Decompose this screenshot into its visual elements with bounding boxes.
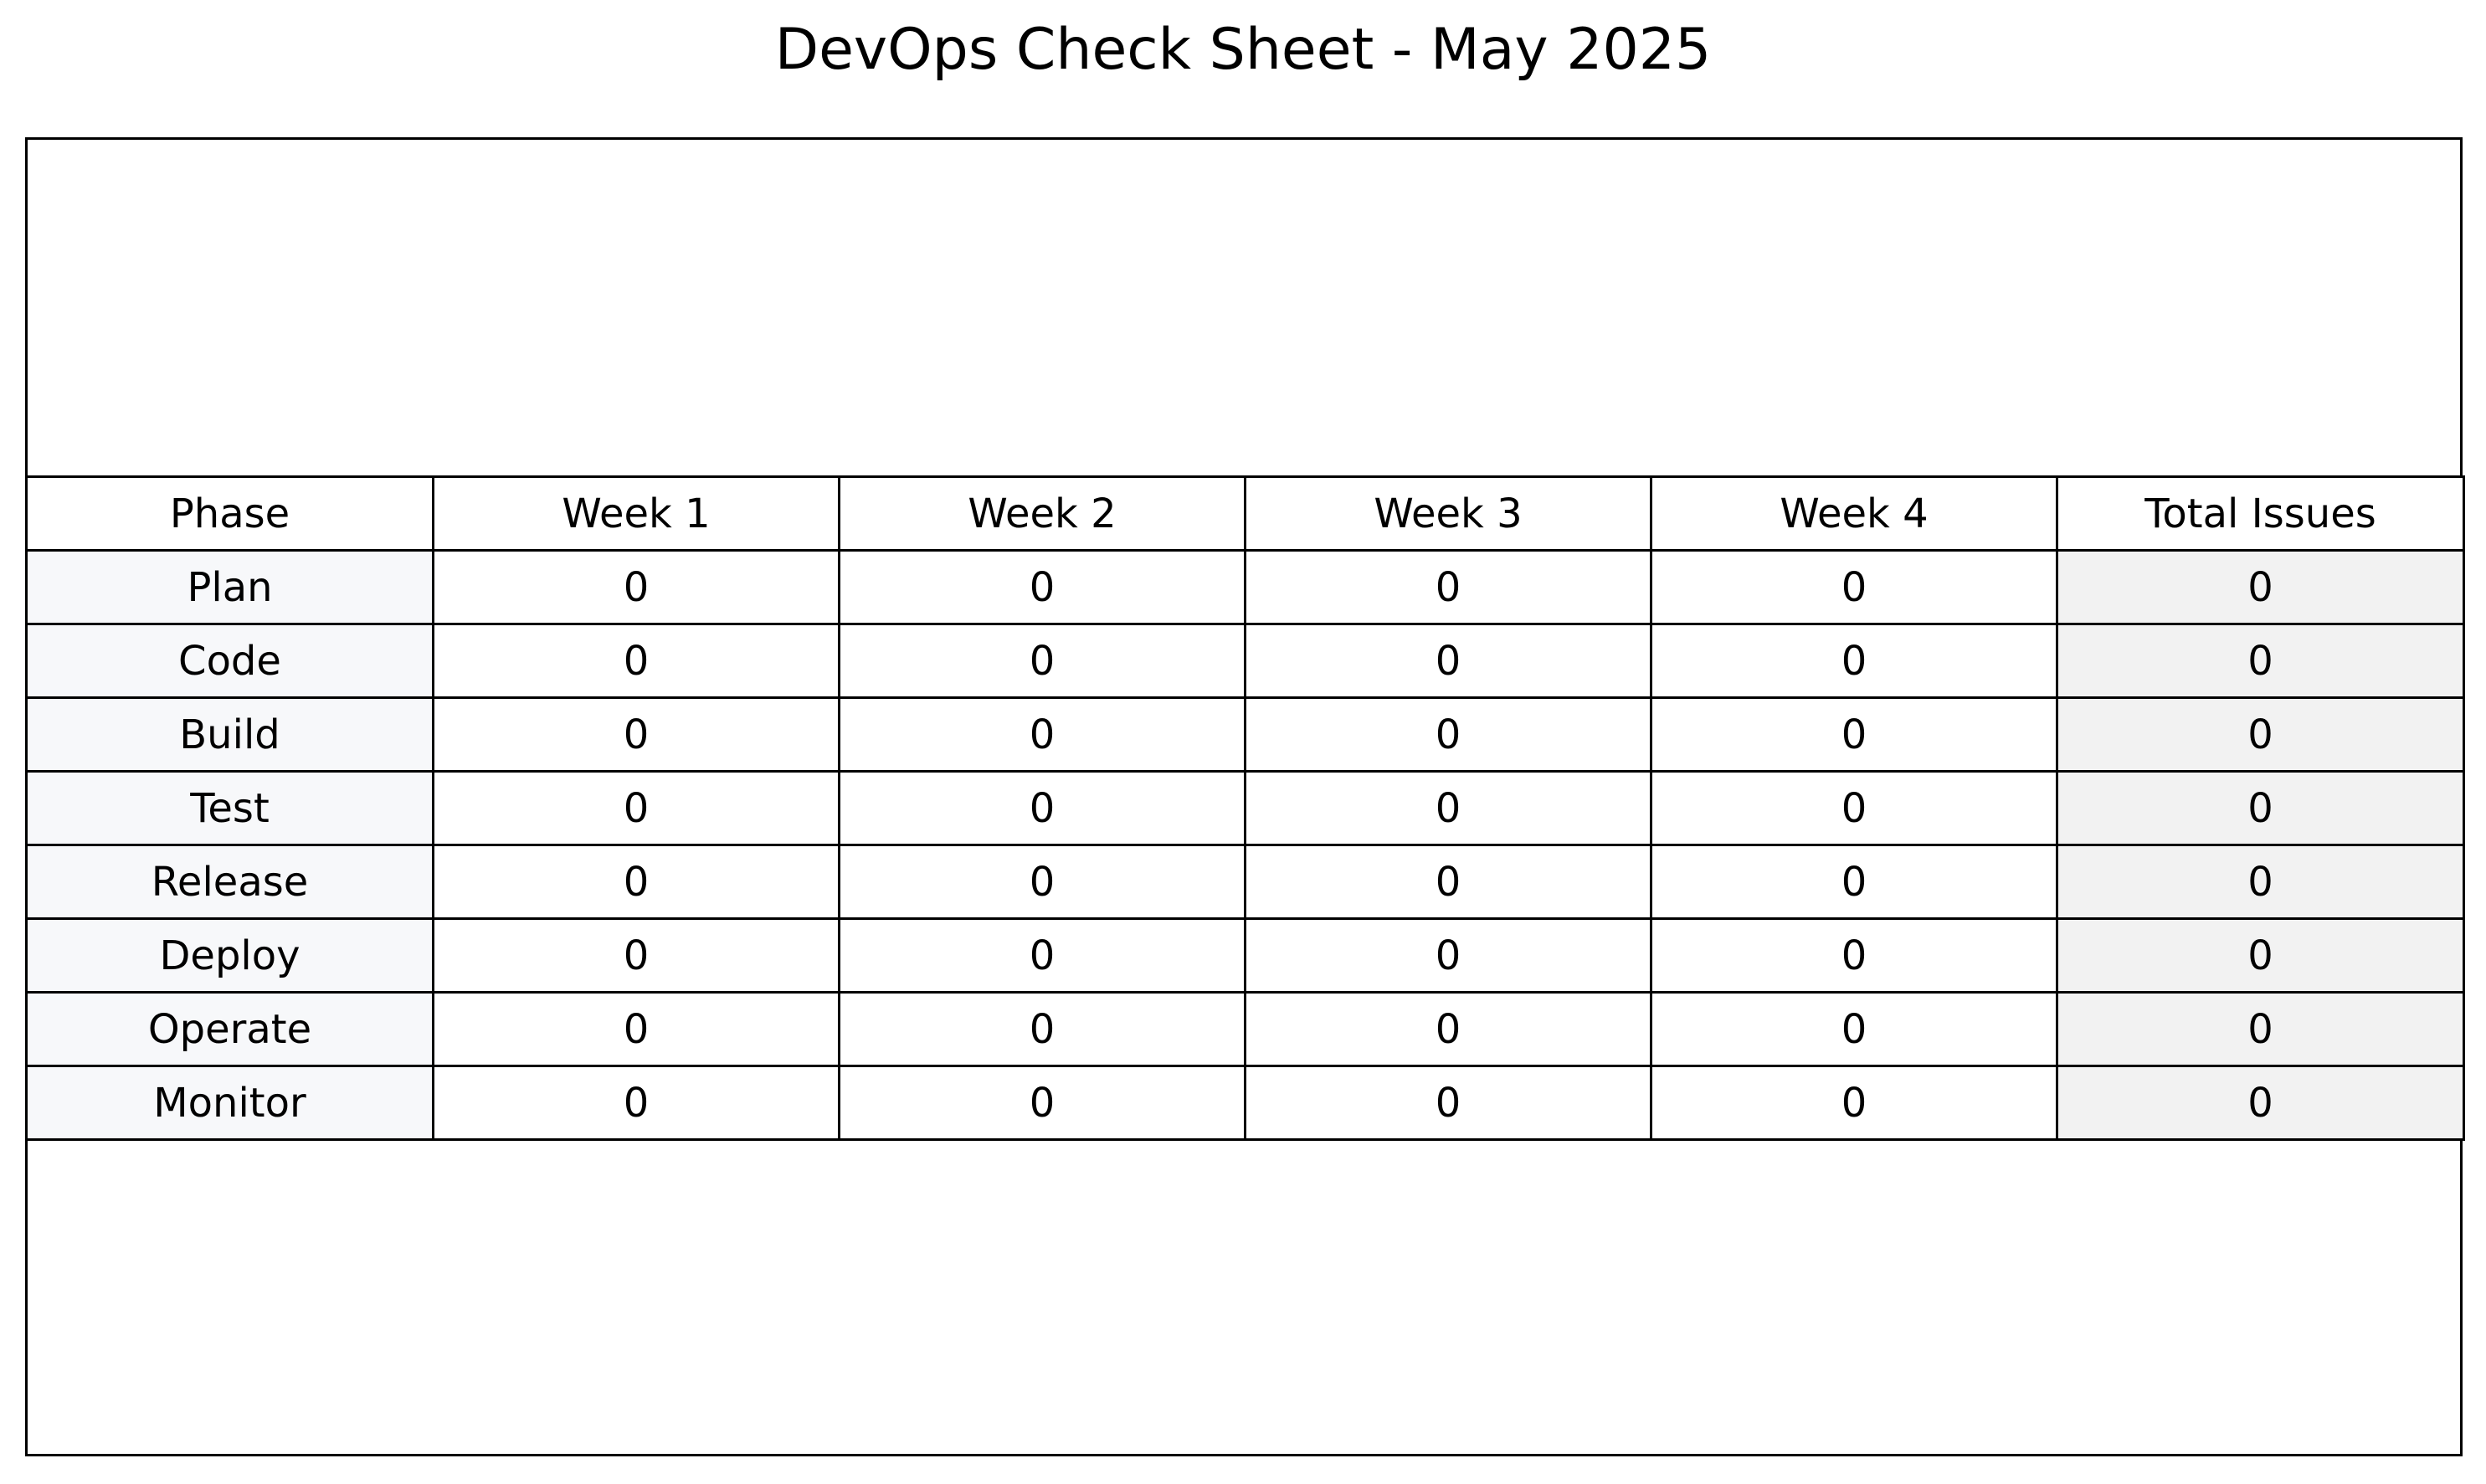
total-issues-cell: 0: [2056, 623, 2465, 699]
table-row: Build 0 0 0 0 0: [25, 696, 2465, 773]
week-1-cell: 0: [432, 1065, 840, 1141]
total-issues-cell: 0: [2056, 917, 2465, 994]
week-3-cell: 0: [1244, 549, 1652, 625]
phase-cell: Deploy: [25, 917, 434, 994]
week-2-cell: 0: [838, 623, 1246, 699]
week-2-cell: 0: [838, 991, 1246, 1067]
table-row: Operate 0 0 0 0 0: [25, 991, 2465, 1067]
total-issues-cell: 0: [2056, 696, 2465, 773]
table-row: Deploy 0 0 0 0 0: [25, 917, 2465, 994]
phase-cell: Build: [25, 696, 434, 773]
week-3-cell: 0: [1244, 844, 1652, 920]
phase-cell: Plan: [25, 549, 434, 625]
chart-title: DevOps Check Sheet - May 2025: [774, 17, 1712, 83]
table-row: Test 0 0 0 0 0: [25, 770, 2465, 846]
column-header-phase: Phase: [25, 475, 434, 552]
week-1-cell: 0: [432, 917, 840, 994]
week-3-cell: 0: [1244, 1065, 1652, 1141]
column-header-week-3: Week 3: [1244, 475, 1652, 552]
total-issues-cell: 0: [2056, 991, 2465, 1067]
column-header-week-1: Week 1: [432, 475, 840, 552]
week-4-cell: 0: [1650, 770, 2058, 846]
week-2-cell: 0: [838, 917, 1246, 994]
week-1-cell: 0: [432, 770, 840, 846]
table-body: Plan 0 0 0 0 0 Code 0 0 0 0 0 Build 0 0 0 0 0 Test 0 0 0 0 0 Rel…: [25, 549, 2465, 1141]
week-4-cell: 0: [1650, 1065, 2058, 1141]
total-issues-cell: 0: [2056, 770, 2465, 846]
week-2-cell: 0: [838, 844, 1246, 920]
table-row: Release 0 0 0 0 0: [25, 844, 2465, 920]
week-1-cell: 0: [432, 844, 840, 920]
phase-cell: Monitor: [25, 1065, 434, 1141]
week-4-cell: 0: [1650, 549, 2058, 625]
week-1-cell: 0: [432, 991, 840, 1067]
week-1-cell: 0: [432, 623, 840, 699]
check-sheet-table: Phase Week 1 Week 2 Week 3 Week 4 Total …: [25, 475, 2465, 1141]
week-4-cell: 0: [1650, 623, 2058, 699]
week-4-cell: 0: [1650, 917, 2058, 994]
week-3-cell: 0: [1244, 917, 1652, 994]
week-1-cell: 0: [432, 549, 840, 625]
week-4-cell: 0: [1650, 991, 2058, 1067]
total-issues-cell: 0: [2056, 1065, 2465, 1141]
table-row: Code 0 0 0 0 0: [25, 623, 2465, 699]
column-header-week-4: Week 4: [1650, 475, 2058, 552]
table-header-row: Phase Week 1 Week 2 Week 3 Week 4 Total …: [25, 475, 2465, 552]
phase-cell: Release: [25, 844, 434, 920]
week-2-cell: 0: [838, 549, 1246, 625]
week-2-cell: 0: [838, 696, 1246, 773]
phase-cell: Operate: [25, 991, 434, 1067]
week-2-cell: 0: [838, 770, 1246, 846]
week-1-cell: 0: [432, 696, 840, 773]
total-issues-cell: 0: [2056, 844, 2465, 920]
table-row: Monitor 0 0 0 0 0: [25, 1065, 2465, 1141]
total-issues-cell: 0: [2056, 549, 2465, 625]
phase-cell: Test: [25, 770, 434, 846]
column-header-week-2: Week 2: [838, 475, 1246, 552]
week-3-cell: 0: [1244, 770, 1652, 846]
week-3-cell: 0: [1244, 696, 1652, 773]
table-row: Plan 0 0 0 0 0: [25, 549, 2465, 625]
week-4-cell: 0: [1650, 844, 2058, 920]
column-header-total-issues: Total Issues: [2056, 475, 2465, 552]
week-3-cell: 0: [1244, 991, 1652, 1067]
week-4-cell: 0: [1650, 696, 2058, 773]
week-3-cell: 0: [1244, 623, 1652, 699]
phase-cell: Code: [25, 623, 434, 699]
week-2-cell: 0: [838, 1065, 1246, 1141]
